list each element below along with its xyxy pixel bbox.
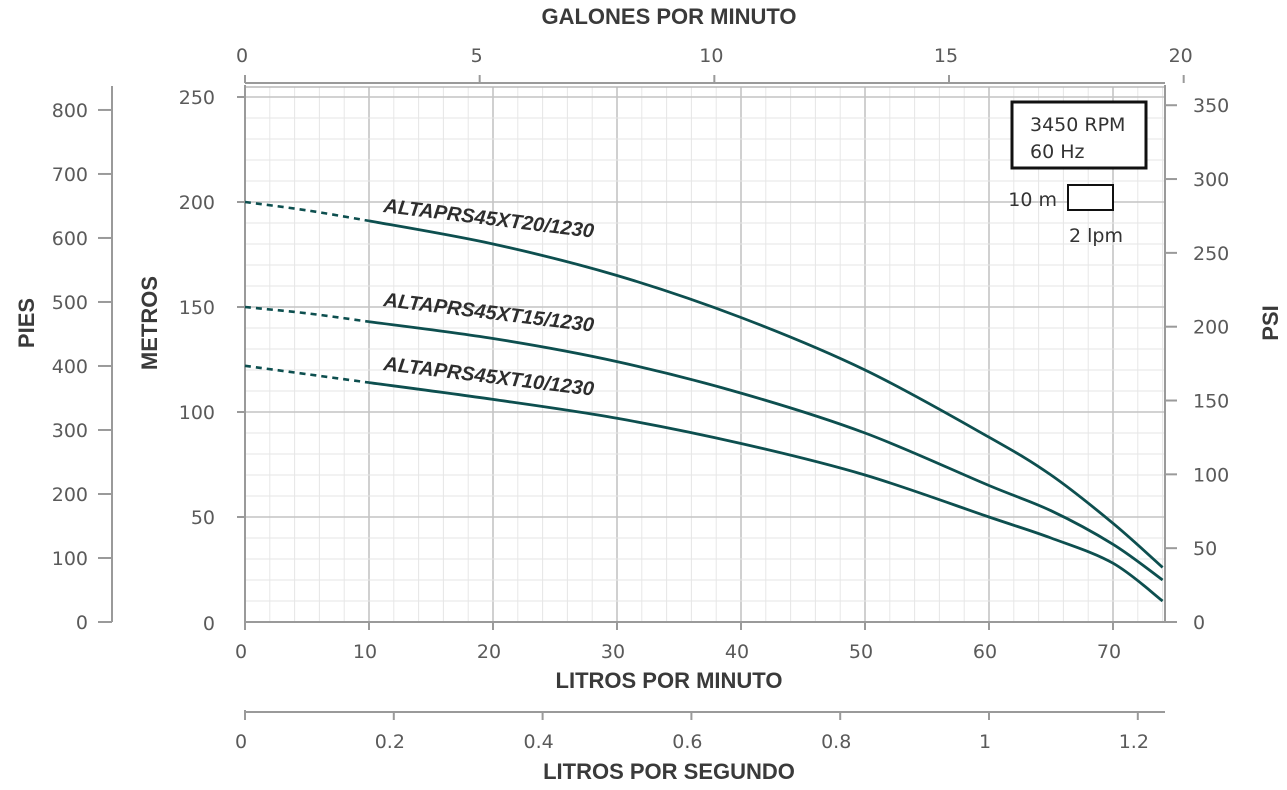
right-axis-tick-label: 250 (1193, 243, 1229, 265)
grid-scale-x-label: 2 lpm (1069, 225, 1123, 247)
x-tick-label: 70 (1097, 641, 1121, 663)
bottom-axis-2-tick-label: 0 (235, 731, 247, 753)
bottom-axis-2-tick-label: 0.4 (523, 731, 553, 753)
y-tick-label: 250 (179, 87, 215, 109)
bottom-axis-2-title: LITROS POR SEGUNDO (543, 759, 795, 784)
bottom-axis-2-tick-label: 0.6 (672, 731, 702, 753)
x-tick-label: 0 (235, 641, 247, 663)
right-axis-tick-label: 150 (1193, 391, 1229, 413)
info-box-rpm: 3450 RPM (1030, 114, 1125, 136)
series-line (368, 219, 1164, 569)
left-axis-2-tick-label: 0 (76, 612, 88, 634)
grid-scale-box (1067, 184, 1114, 211)
right-axis-tick-label: 350 (1193, 95, 1229, 117)
series-3: ALTAPRS45XT10/1230 (244, 353, 1164, 603)
x-axis-title: LITROS POR MINUTO (556, 668, 783, 693)
y-tick-label: 100 (179, 402, 215, 424)
series-line (368, 320, 1164, 582)
top-axis-tick-label: 5 (471, 45, 483, 67)
left-axis-2-tick-label: 700 (52, 164, 88, 186)
series-label: ALTAPRS45XT15/1230 (381, 289, 595, 337)
bottom-axis-2-tick-label: 0.2 (375, 731, 405, 753)
info-box-hz: 60 Hz (1030, 141, 1085, 163)
y-tick-label: 50 (191, 507, 215, 529)
x-tick-label: 20 (477, 641, 501, 663)
right-axis-tick-label: 300 (1193, 169, 1229, 191)
left-axis-2-title: PIES (14, 298, 39, 348)
right-axis-tick-label: 200 (1193, 317, 1229, 339)
left-axis-2-tick-label: 500 (52, 292, 88, 314)
right-axis-tick-label: 0 (1193, 612, 1205, 634)
left-axis-2-tick-label: 300 (52, 420, 88, 442)
series-label: ALTAPRS45XT10/1230 (381, 353, 595, 401)
top-axis-title: GALONES POR MINUTO (541, 4, 796, 29)
info-box (1010, 100, 1148, 170)
left-axis-2-tick-label: 400 (52, 356, 88, 378)
series-line-dashed (244, 364, 370, 384)
x-tick-label: 30 (601, 641, 625, 663)
top-axis-tick-label: 20 (1169, 45, 1193, 67)
bottom-axis-2-tick-label: 1.2 (1119, 731, 1149, 753)
grid-scale-y-label: 10 m (1008, 189, 1057, 211)
x-tick-label: 50 (849, 641, 873, 663)
y-tick-label: 150 (179, 297, 215, 319)
right-axis-tick-label: 100 (1193, 464, 1229, 486)
left-axis-2-tick-label: 600 (52, 228, 88, 250)
left-axis-2-tick-label: 800 (52, 100, 88, 122)
top-axis-tick-label: 15 (934, 45, 958, 67)
series-line-dashed (244, 200, 370, 223)
grid (245, 87, 1165, 622)
bottom-axis-2-tick-label: 1 (979, 731, 991, 753)
top-axis-tick-label: 10 (699, 45, 723, 67)
bottom-axis-2-tick-label: 0.8 (821, 731, 851, 753)
x-tick-label: 60 (973, 641, 997, 663)
y-tick-label: 200 (179, 192, 215, 214)
left-axis-2-tick-label: 200 (52, 484, 88, 506)
right-axis-title: PSI (1258, 305, 1283, 340)
y-axis-title: METROS (137, 276, 162, 370)
x-tick-label: 10 (353, 641, 377, 663)
right-axis-tick-label: 50 (1193, 538, 1217, 560)
left-axis-2-tick-label: 100 (52, 548, 88, 570)
series-line (368, 381, 1164, 603)
series-1: ALTAPRS45XT20/1230 (244, 195, 1164, 569)
y-tick-label: 0 (203, 613, 215, 635)
series-line-dashed (244, 305, 370, 323)
top-axis-tick-label: 0 (236, 45, 248, 67)
x-tick-label: 40 (725, 641, 749, 663)
